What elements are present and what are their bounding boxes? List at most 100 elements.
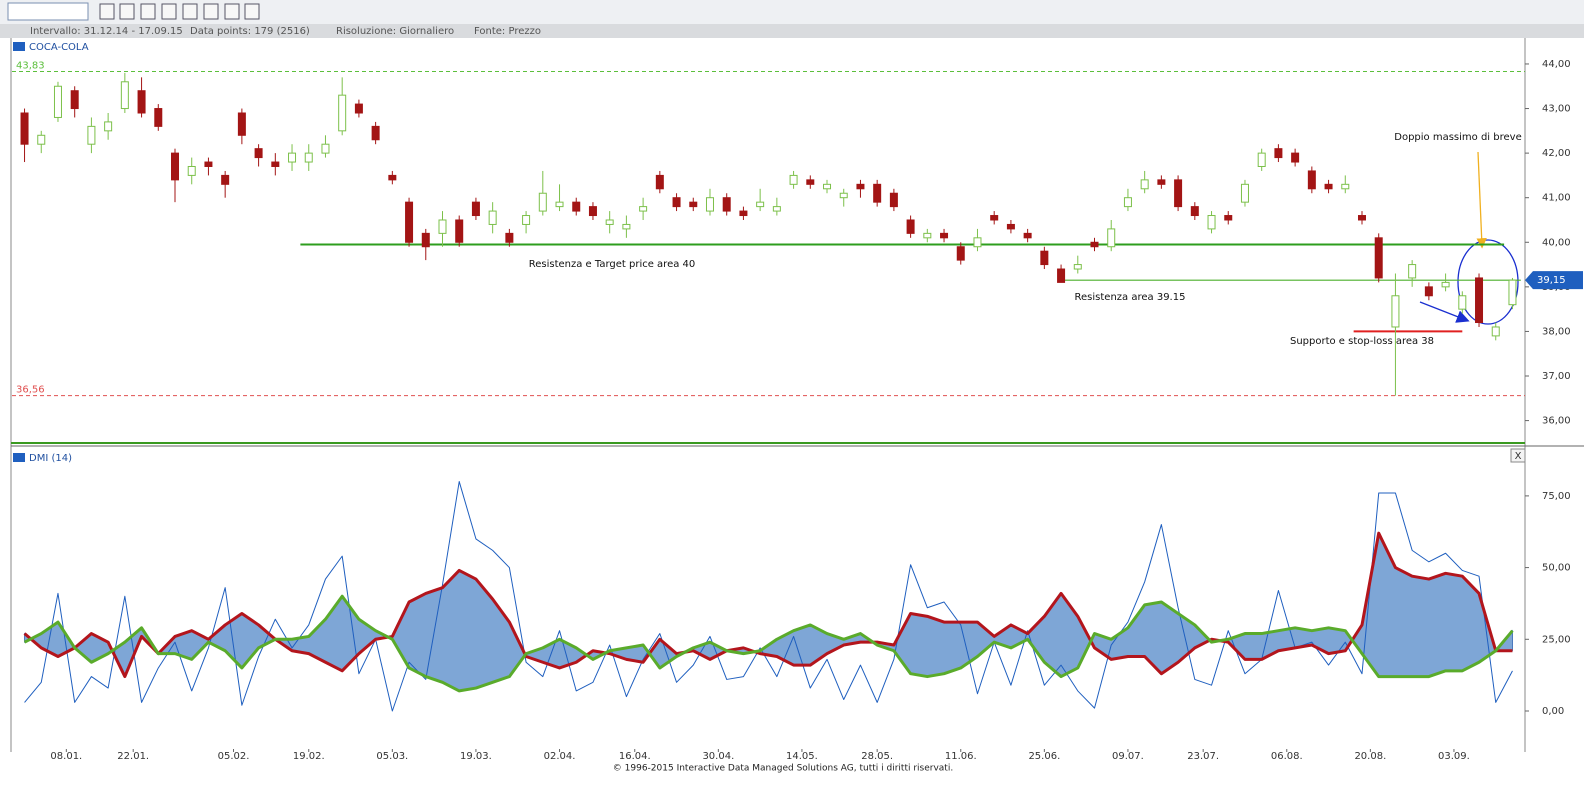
candle-body: [1324, 183, 1333, 190]
candle-body: [940, 232, 949, 239]
last-price-label: 39,15: [1537, 275, 1566, 286]
candle-body: [873, 183, 882, 203]
candle-body: [488, 210, 497, 225]
candle-body: [622, 223, 631, 230]
candle-body: [1391, 295, 1400, 328]
x-tick-label: 14.05.: [786, 751, 818, 762]
x-tick-label: 09.07.: [1112, 751, 1144, 762]
search-input[interactable]: [7, 2, 89, 21]
y-tick-label: 42,00: [1542, 148, 1571, 159]
x-tick-label: 06.08.: [1271, 751, 1303, 762]
candle-body: [689, 201, 698, 208]
candle-body: [756, 201, 765, 208]
y-tick-label: 0,00: [1542, 706, 1564, 717]
candle-body: [371, 125, 380, 141]
candle-body: [1357, 215, 1366, 221]
x-tick-label: 23.07.: [1187, 751, 1219, 762]
candle-body: [1491, 326, 1500, 337]
x-tick-label: 30.04.: [702, 751, 734, 762]
candle-body: [1341, 183, 1350, 190]
y-tick-label: 75,00: [1542, 491, 1571, 502]
candle-body: [354, 103, 363, 114]
compare-button[interactable]: [182, 3, 198, 20]
level-annotation: Supporto e stop-loss area 38: [1290, 336, 1434, 347]
candle-body: [154, 108, 163, 127]
x-tick-label: 19.02.: [293, 751, 325, 762]
candle-body: [973, 237, 982, 248]
candle-body: [1291, 152, 1300, 163]
candle-body: [772, 206, 781, 212]
x-tick-label: 08.01.: [50, 751, 82, 762]
x-tick-label: 05.02.: [218, 751, 250, 762]
y-tick-label: 50,00: [1542, 563, 1571, 574]
candle-body: [1006, 223, 1015, 230]
x-tick-label: 22.01.: [117, 751, 149, 762]
candle-body: [104, 121, 113, 132]
candle-body: [806, 179, 815, 185]
candle-body: [288, 152, 297, 163]
candle-body: [1073, 264, 1082, 270]
y-tick-label: 43,00: [1542, 104, 1571, 115]
y-tick-label: 36,00: [1542, 416, 1571, 427]
candle-body: [338, 94, 347, 132]
candle-body: [20, 112, 29, 145]
reference-label: 43,83: [16, 61, 45, 72]
candle-body: [555, 201, 564, 208]
candle-body: [505, 232, 514, 243]
line-button[interactable]: [140, 3, 156, 20]
candle-body: [839, 192, 848, 199]
candle-body: [321, 143, 330, 154]
candle-body: [1040, 250, 1049, 266]
candle-body: [538, 192, 547, 212]
toolbar-icons: [99, 3, 260, 20]
candle-body: [672, 197, 681, 208]
legend-text: COCA-COLA: [29, 42, 89, 53]
info-bar: [0, 24, 1584, 38]
x-tick-label: 02.04.: [544, 751, 576, 762]
x-tick-label: 20.08.: [1354, 751, 1386, 762]
candle-body: [70, 90, 79, 110]
candle-body: [789, 174, 798, 185]
candle-body: [856, 183, 865, 190]
di-spread-fill: [24, 531, 1513, 692]
candle-body: [1424, 286, 1433, 297]
text-button[interactable]: [203, 3, 219, 20]
candle-body: [522, 215, 531, 225]
save-button[interactable]: [224, 3, 240, 20]
x-tick-label: 19.03.: [460, 751, 492, 762]
candle-body: [1224, 215, 1233, 221]
y-tick-label: 44,00: [1542, 59, 1571, 70]
candle-body: [1408, 264, 1417, 279]
candle-body: [588, 206, 597, 217]
candle-body: [421, 232, 430, 248]
candle-body: [438, 219, 447, 234]
settings-button[interactable]: [244, 3, 260, 20]
candle-body: [1240, 183, 1249, 203]
candle-body: [304, 152, 313, 163]
dmi-line: [24, 481, 1513, 712]
candle-body: [1190, 206, 1199, 217]
zoom-button[interactable]: [99, 3, 115, 20]
x-tick-label: 05.03.: [376, 751, 408, 762]
close-label[interactable]: X: [1515, 451, 1522, 462]
level-annotation: Resistenza e Target price area 40: [529, 259, 696, 270]
indicator-button[interactable]: [161, 3, 177, 20]
candle-body: [605, 219, 614, 225]
close-button[interactable]: [1510, 448, 1526, 463]
candle-body: [1140, 179, 1149, 190]
candle-body: [221, 174, 230, 185]
candle-body: [120, 81, 129, 110]
candle-button[interactable]: [119, 3, 135, 20]
level-annotation: Resistenza area 39.15: [1075, 292, 1186, 303]
candle-body: [1123, 197, 1132, 208]
candle-body: [1307, 170, 1316, 190]
candle-body: [405, 201, 414, 243]
candle-body: [237, 112, 246, 136]
candle-body: [739, 210, 748, 217]
annotation: Doppio massimo di breve: [1394, 132, 1521, 143]
dmi-line: [23, 594, 1514, 693]
candle-body: [722, 197, 731, 212]
candle-body: [455, 219, 464, 243]
